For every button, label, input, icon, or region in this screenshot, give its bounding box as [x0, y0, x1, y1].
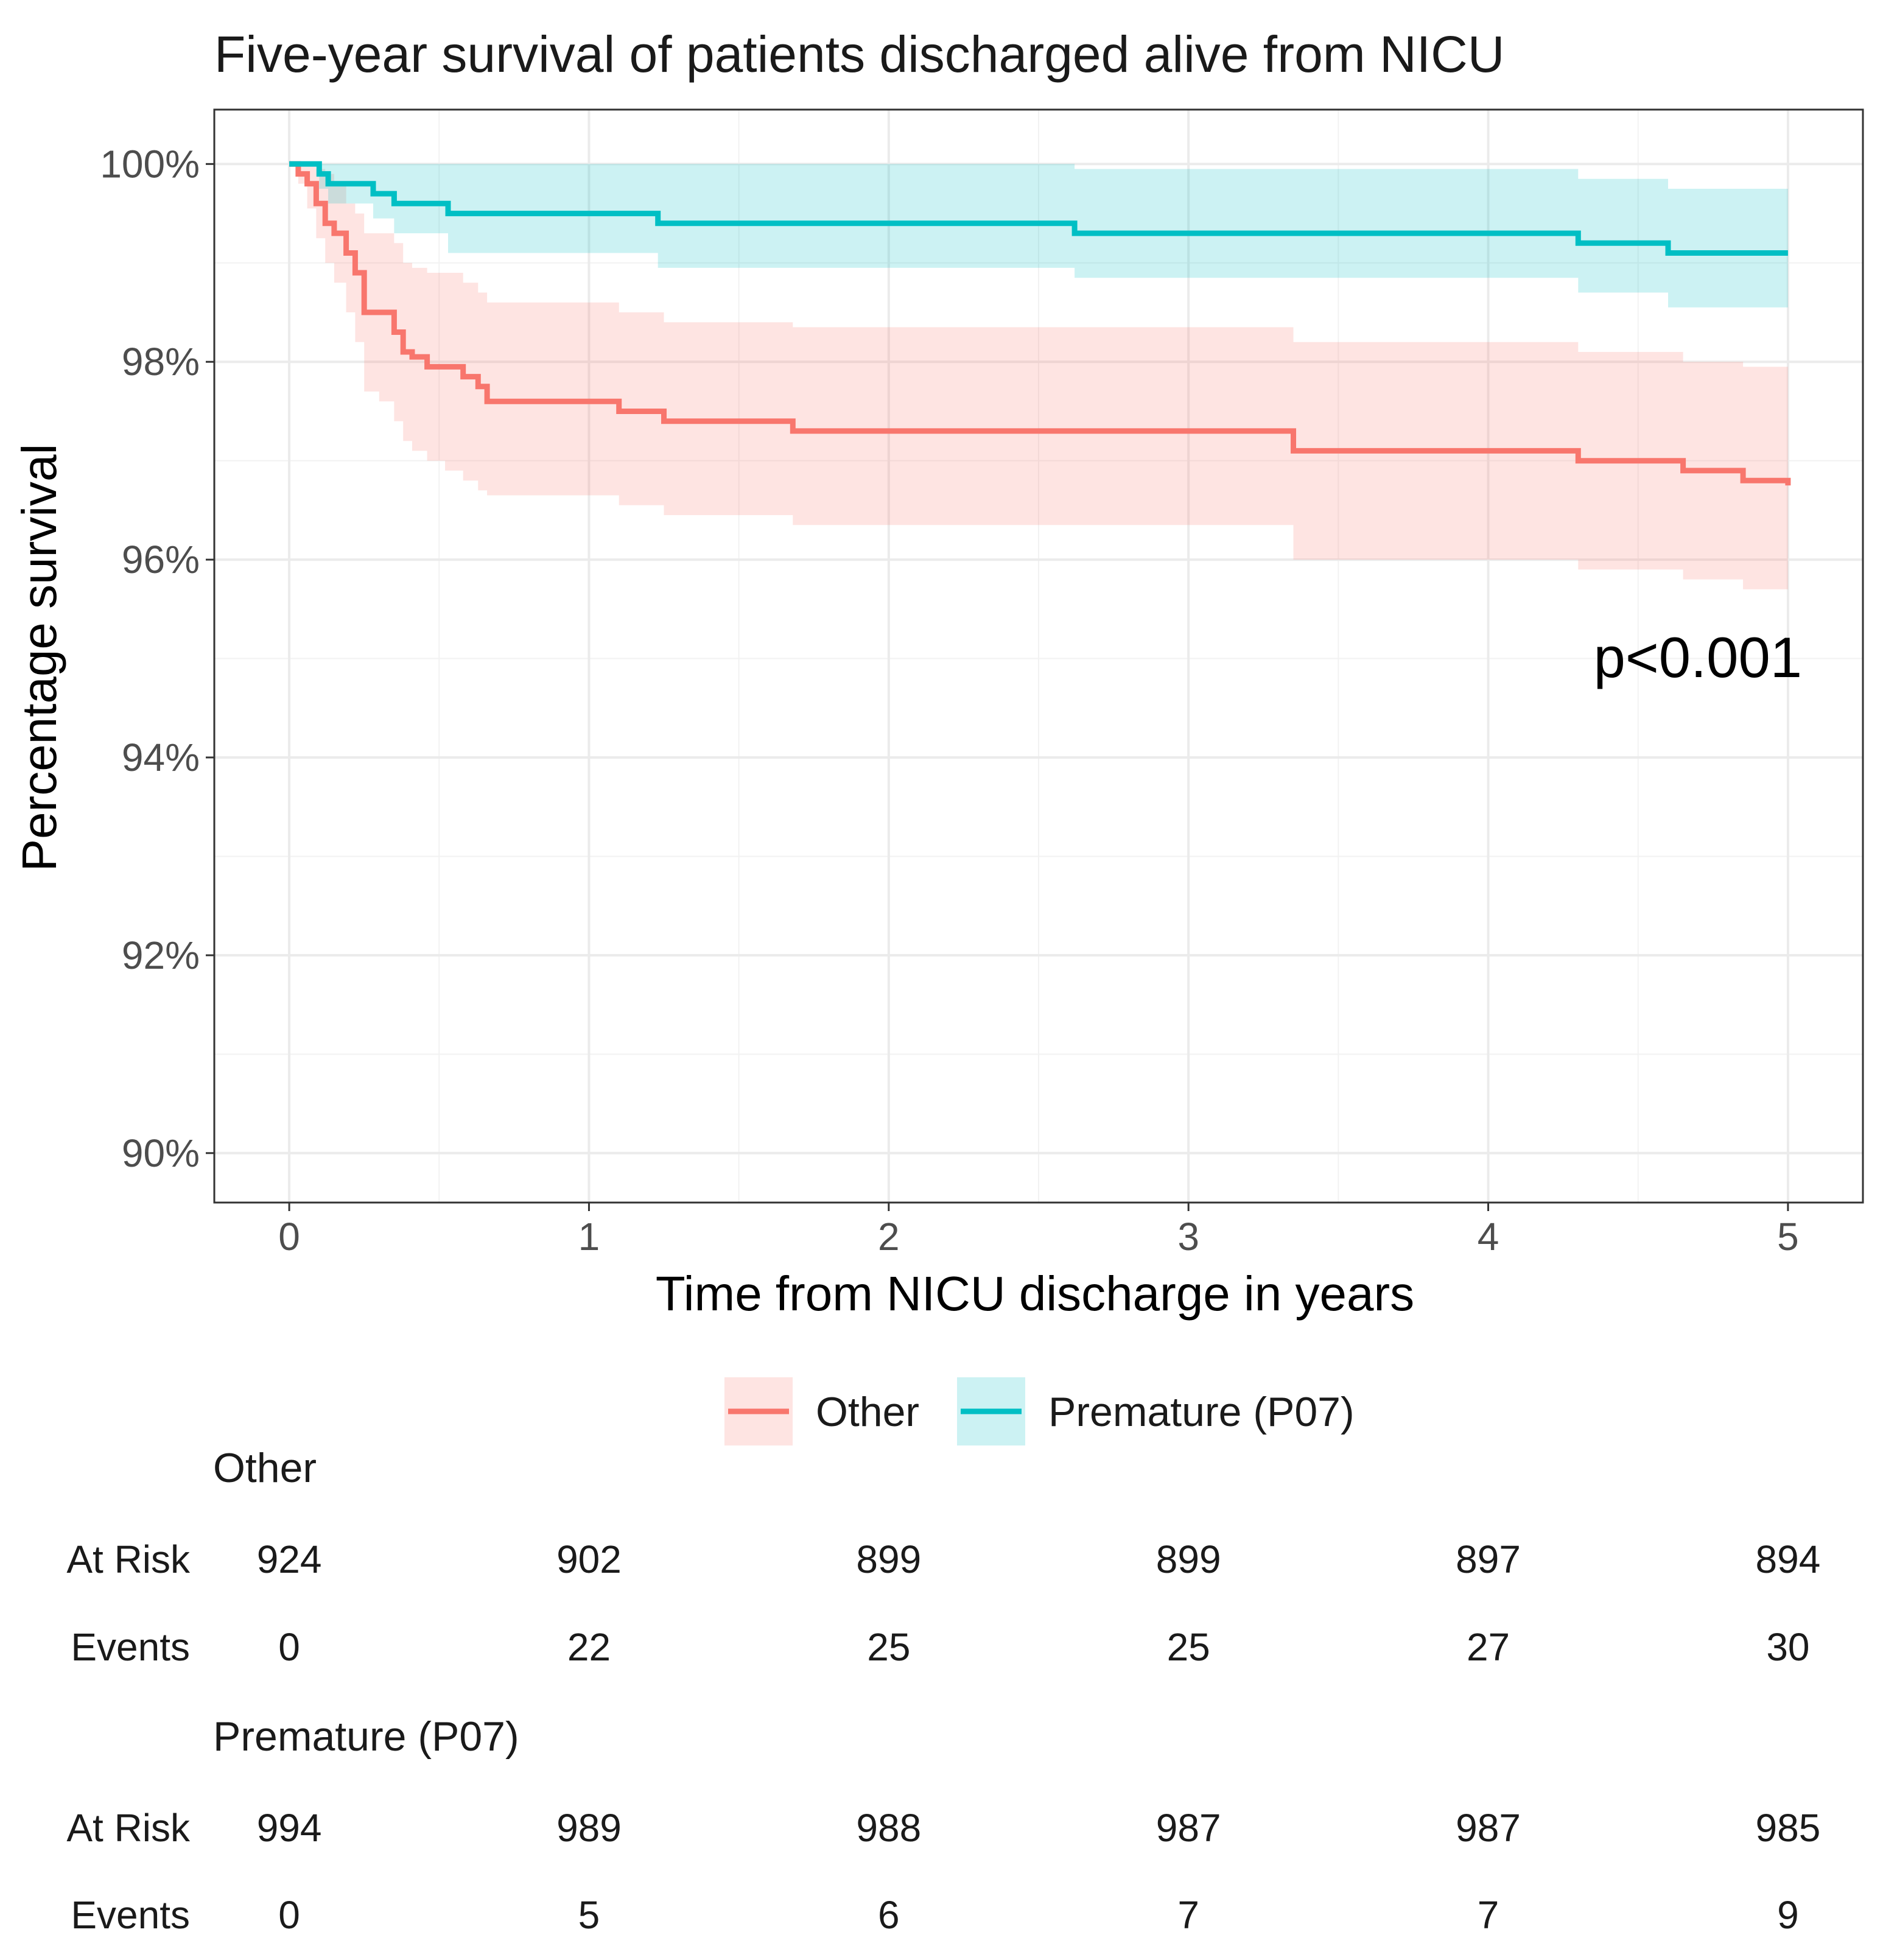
risk-events-value: 6 [878, 1893, 900, 1937]
risk-at-risk-value: 924 [256, 1537, 322, 1581]
y-axis: 90% 92% 94% 96% 98% 100% [100, 142, 214, 1175]
x-tick-label: 0 [278, 1215, 300, 1259]
risk-row-label-at-risk: At Risk [66, 1537, 190, 1581]
y-tick-label: 98% [122, 340, 200, 384]
risk-at-risk-value: 894 [1755, 1537, 1821, 1581]
risk-at-risk-value: 899 [1155, 1537, 1221, 1581]
risk-at-risk-value: 989 [556, 1806, 622, 1850]
legend-label: Other [816, 1389, 919, 1435]
risk-events-value: 0 [278, 1893, 300, 1937]
risk-events-value: 22 [567, 1625, 611, 1669]
risk-at-risk-value: 902 [556, 1537, 622, 1581]
legend-key [957, 1377, 1025, 1445]
risk-group-title: Premature (P07) [213, 1713, 519, 1760]
p-value-annotation: p<0.001 [1594, 625, 1802, 689]
x-tick-label: 1 [578, 1215, 600, 1259]
risk-events-value: 25 [1166, 1625, 1210, 1669]
y-tick-label: 92% [122, 933, 200, 977]
risk-at-risk-value: 897 [1456, 1537, 1521, 1581]
legend: Other Premature (P07) [724, 1377, 1355, 1445]
y-tick-label: 94% [122, 736, 200, 779]
risk-events-value: 7 [1477, 1893, 1499, 1937]
x-tick-label: 3 [1177, 1215, 1199, 1259]
confidence-bands [289, 164, 1788, 600]
risk-events-value: 9 [1777, 1893, 1799, 1937]
y-tick-label: 90% [122, 1131, 200, 1175]
risk-at-risk-value: 994 [256, 1806, 322, 1850]
survival-line-other [289, 161, 1791, 486]
risk-events-value: 25 [867, 1625, 911, 1669]
risk-at-risk-value: 987 [1155, 1806, 1221, 1850]
survival-curves [289, 161, 1791, 486]
risk-events-value: 5 [578, 1893, 600, 1937]
risk-at-risk-value: 987 [1456, 1806, 1521, 1850]
risk-events-value: 30 [1766, 1625, 1810, 1669]
confidence-band-premature-p07 [289, 164, 1788, 312]
plot-border [213, 108, 1864, 1204]
legend-key [724, 1377, 793, 1445]
x-axis-label: Time from NICU discharge in years [656, 1266, 1414, 1321]
gridlines [214, 110, 1863, 1203]
risk-at-risk-value: 985 [1755, 1806, 1821, 1850]
x-axis: 0 1 2 3 4 5 [278, 1203, 1799, 1259]
risk-row-label-at-risk: At Risk [66, 1806, 190, 1850]
y-axis-label: Percentage survival [12, 444, 66, 872]
risk-events-value: 0 [278, 1625, 300, 1669]
confidence-band-other [289, 164, 1788, 600]
x-tick-label: 4 [1478, 1215, 1499, 1259]
risk-row-label-events: Events [71, 1625, 190, 1669]
risk-at-risk-value: 988 [856, 1806, 922, 1850]
risk-events-value: 27 [1466, 1625, 1510, 1669]
risk-row-label-events: Events [71, 1893, 190, 1937]
x-tick-label: 2 [878, 1215, 900, 1259]
risk-at-risk-value: 899 [856, 1537, 922, 1581]
y-tick-label: 96% [122, 538, 200, 581]
risk-events-value: 7 [1177, 1893, 1199, 1937]
y-tick-label: 100% [100, 142, 200, 186]
x-tick-label: 5 [1777, 1215, 1799, 1259]
risk-group-title: Other [213, 1445, 317, 1491]
survival-line-premature-p07 [289, 161, 1788, 256]
legend-label: Premature (P07) [1048, 1389, 1355, 1435]
chart-title: Five-year survival of patients discharge… [214, 26, 1504, 83]
